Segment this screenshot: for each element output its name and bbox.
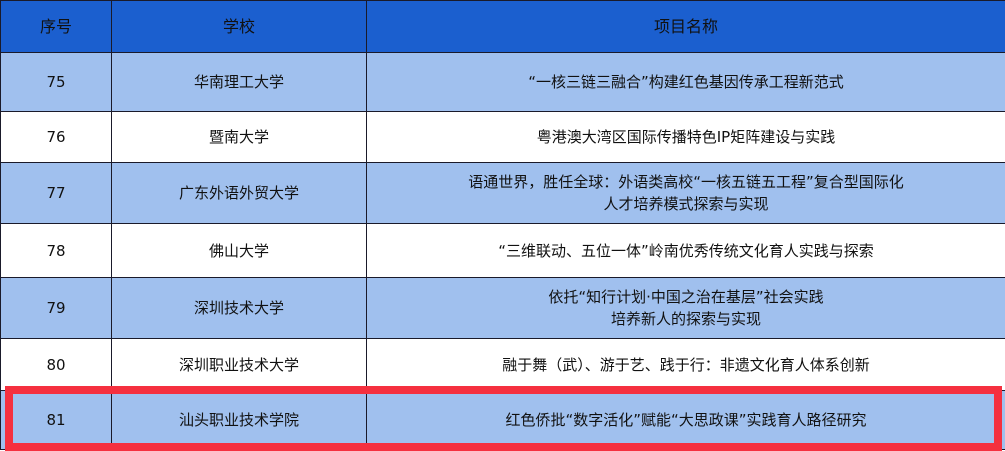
cell-no: 77 [1, 163, 112, 224]
project-line: 粤港澳大湾区国际传播特色IP矩阵建设与实践 [367, 126, 1005, 148]
cell-project: 融于舞（武）、游于艺、践于行：非遗文化育人体系创新 [367, 339, 1005, 391]
cell-school: 汕头职业技术学院 [112, 391, 367, 450]
cell-project: “一核三链三融合”构建红色基因传承工程新范式 [367, 53, 1005, 112]
cell-project: “三维联动、五位一体”岭南优秀传统文化育人实践与探索 [367, 224, 1005, 278]
cell-project: 语通世界，胜任全球：外语类高校“一核五链五工程”复合型国际化人才培养模式探索与实… [367, 163, 1005, 224]
project-line: “一核三链三融合”构建红色基因传承工程新范式 [367, 71, 1005, 93]
cell-school: 华南理工大学 [112, 53, 367, 112]
cell-school: 深圳技术大学 [112, 278, 367, 339]
cell-project: 依托“知行计划·中国之治在基层”社会实践培养新人的探索与实现 [367, 278, 1005, 339]
cell-no: 81 [1, 391, 112, 450]
cell-school: 广东外语外贸大学 [112, 163, 367, 224]
project-line: 依托“知行计划·中国之治在基层”社会实践 [367, 286, 1005, 308]
cell-no: 78 [1, 224, 112, 278]
cell-no: 76 [1, 112, 112, 163]
project-line: 培养新人的探索与实现 [367, 308, 1005, 330]
header-project: 项目名称 [367, 1, 1005, 53]
cell-school: 佛山大学 [112, 224, 367, 278]
project-line: “三维联动、五位一体”岭南优秀传统文化育人实践与探索 [367, 240, 1005, 262]
cell-no: 75 [1, 53, 112, 112]
cell-project: 红色侨批“数字活化”赋能“大思政课”实践育人路径研究 [367, 391, 1005, 450]
project-line: 人才培养模式探索与实现 [367, 193, 1005, 215]
project-line: 红色侨批“数字活化”赋能“大思政课”实践育人路径研究 [367, 409, 1005, 431]
cell-school: 暨南大学 [112, 112, 367, 163]
project-line: 语通世界，胜任全球：外语类高校“一核五链五工程”复合型国际化 [367, 171, 1005, 193]
cell-project: 粤港澳大湾区国际传播特色IP矩阵建设与实践 [367, 112, 1005, 163]
cell-no: 80 [1, 339, 112, 391]
project-line: 融于舞（武）、游于艺、践于行：非遗文化育人体系创新 [367, 354, 1005, 376]
cell-no: 79 [1, 278, 112, 339]
header-no: 序号 [1, 1, 112, 53]
cell-school: 深圳职业技术大学 [112, 339, 367, 391]
header-school: 学校 [112, 1, 367, 53]
header-row: 序号 学校 项目名称 [1, 1, 1005, 53]
